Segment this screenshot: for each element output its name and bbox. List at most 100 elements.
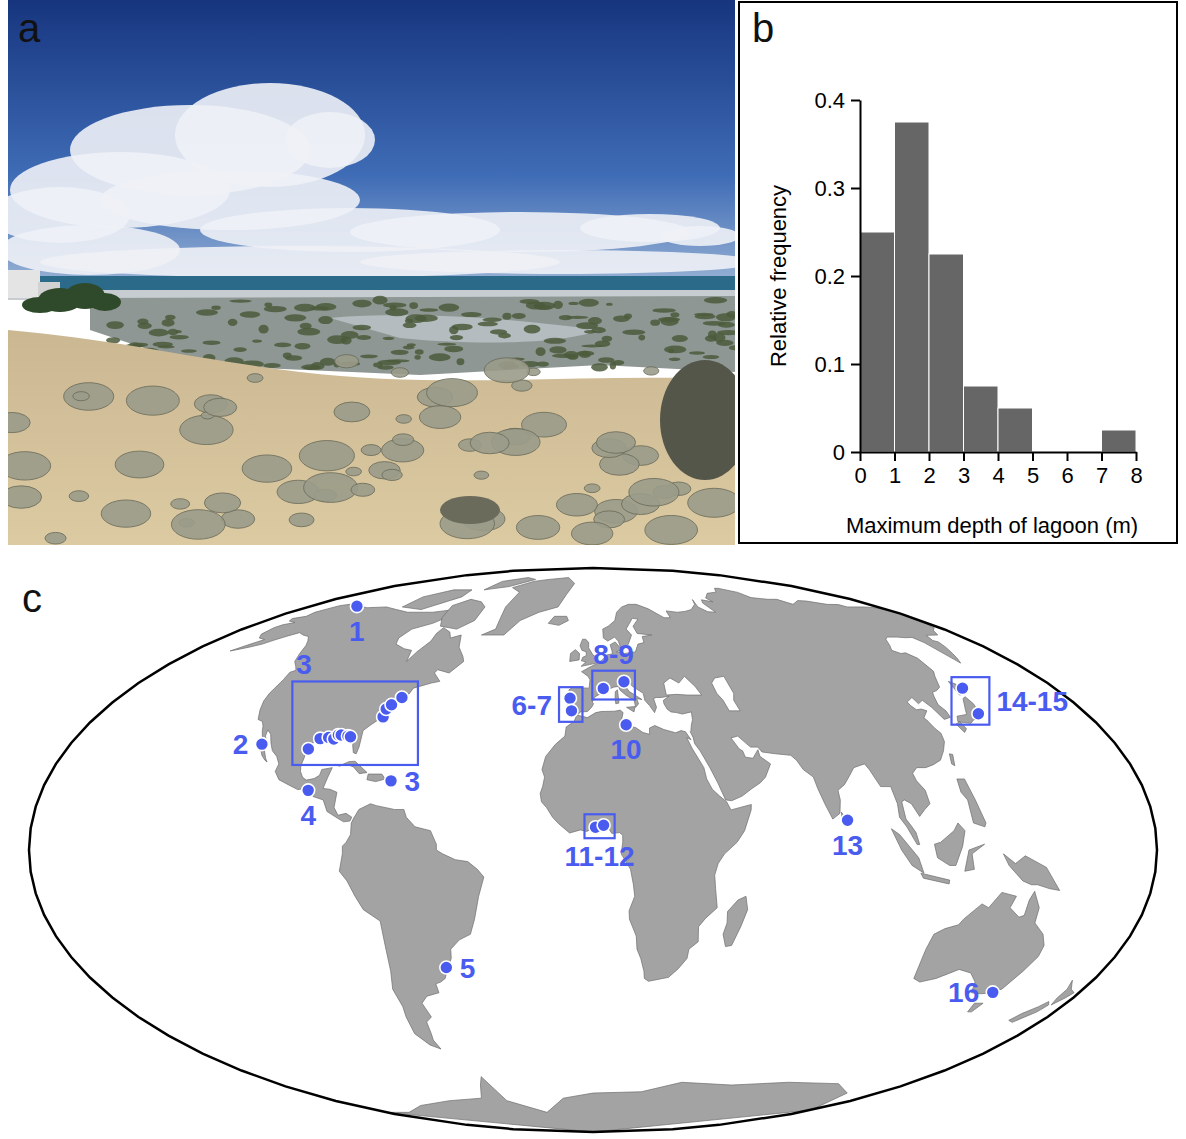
photo-marsh (689, 351, 705, 354)
x-tick-label: 4 (992, 463, 1004, 488)
photo-marsh (386, 359, 410, 362)
photo-shrub (584, 484, 600, 493)
x-tick-mark (998, 452, 1000, 461)
photo-marsh (726, 311, 735, 318)
x-tick: 2 (923, 452, 935, 488)
land (723, 896, 748, 946)
x-tick: 7 (1096, 452, 1108, 488)
photo-marsh (568, 302, 578, 305)
photo-marsh (450, 335, 463, 340)
photo-marsh (168, 329, 179, 335)
photo-shrub (64, 383, 114, 411)
site-dot (956, 682, 969, 695)
x-tick: 6 (1061, 452, 1073, 488)
photo-marsh (415, 349, 424, 354)
photo-shrub (299, 441, 354, 471)
photo-marsh (373, 296, 388, 305)
photo-shrub (484, 358, 529, 383)
site-dot (565, 704, 578, 717)
photo-marsh (638, 335, 645, 341)
photo-marsh (579, 299, 599, 307)
site-dot (620, 718, 633, 731)
photo-shrub (335, 355, 359, 368)
photo-marsh (420, 308, 439, 311)
photo-shrub (419, 406, 460, 429)
x-tick-mark (1067, 452, 1069, 461)
y-tick-label: 0.2 (814, 264, 845, 289)
photo-marsh (356, 335, 371, 340)
y-tick: 0.1 (814, 352, 860, 377)
photo-marsh (729, 345, 735, 350)
panel-letter: a (18, 6, 41, 50)
site-dot (986, 986, 999, 999)
panel-letter: b (752, 6, 774, 50)
photo-shrub (688, 488, 735, 517)
photo-shrub (427, 379, 478, 407)
photo-marsh (405, 314, 426, 323)
land (367, 774, 385, 782)
photo-marsh (672, 335, 688, 342)
land (627, 707, 636, 712)
land (339, 804, 484, 1049)
photo-cloud (285, 112, 375, 168)
site-dot (597, 682, 610, 695)
site-label: 6-7 (512, 690, 552, 721)
photo-marsh (391, 350, 409, 355)
photo-marsh (385, 308, 408, 316)
x-tick-label: 8 (1130, 463, 1142, 488)
photo-marsh (285, 355, 302, 361)
site-dot (255, 738, 268, 751)
panel-frame (739, 2, 1177, 543)
photo-marsh (478, 321, 498, 326)
x-axis-title: Maximum depth of lagoon (m) (846, 513, 1138, 538)
photo-marsh (717, 330, 735, 335)
site-box (951, 677, 989, 725)
land (402, 590, 472, 610)
photo-marsh (498, 333, 511, 339)
land (230, 604, 464, 822)
y-tick: 0.4 (814, 88, 860, 113)
photo-marsh (591, 363, 608, 371)
bar (895, 122, 930, 452)
photo-marsh (169, 335, 188, 339)
photo-marsh (258, 325, 268, 334)
site-label: 3 (404, 766, 420, 797)
photo-marsh (137, 319, 148, 325)
site-box (592, 671, 635, 700)
photo-cloud (660, 226, 735, 246)
site-label: 11-12 (565, 841, 635, 872)
photo-marsh (403, 346, 415, 350)
photo-cloud (8, 225, 180, 275)
photo-marsh (664, 346, 686, 354)
photo-marsh (327, 335, 347, 344)
photo-sand (8, 330, 735, 545)
y-tick-mark (851, 452, 860, 454)
photo-shrub (8, 486, 42, 508)
photo-marsh (252, 339, 262, 342)
photo-shrub (440, 496, 500, 524)
site-label: 4 (300, 800, 316, 831)
y-tick-mark (851, 100, 860, 102)
x-tick-mark (1136, 452, 1138, 461)
bar (964, 386, 999, 452)
land (949, 754, 954, 766)
y-tick: 0.2 (814, 264, 860, 289)
land (615, 690, 619, 704)
photo-marsh (106, 321, 124, 329)
photo-marsh (564, 351, 579, 359)
photo-marsh (405, 319, 413, 323)
photo-shrub (596, 432, 635, 454)
site-dot (972, 707, 985, 720)
photo-shrub (8, 412, 30, 432)
site-dot (440, 961, 453, 974)
site-dot (344, 730, 357, 743)
bar (1102, 430, 1137, 452)
photo-tree (22, 297, 58, 313)
site-dot (384, 774, 397, 787)
photo-marsh (315, 303, 336, 311)
site-label: 10 (611, 734, 642, 765)
photo-marsh (457, 358, 465, 365)
photo-marsh (444, 346, 463, 352)
photo-shrub (171, 499, 190, 509)
x-tick-mark (1101, 452, 1103, 461)
